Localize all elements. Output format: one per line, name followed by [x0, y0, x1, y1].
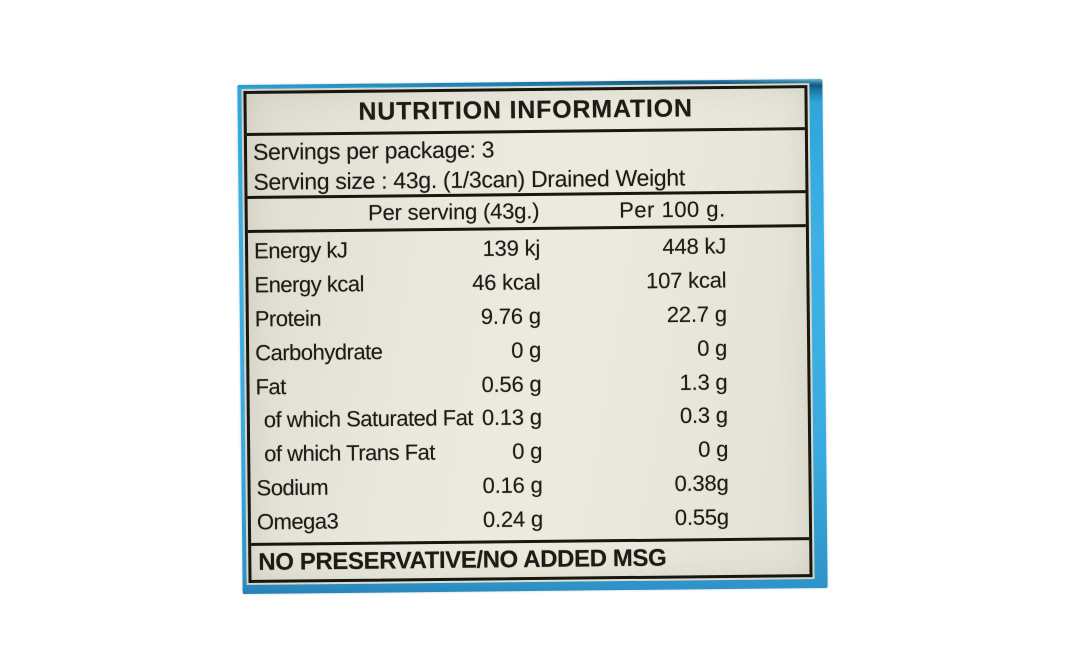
per-serving-value: 9.76 g [480, 303, 541, 329]
nutrient-name: Omega3 [256, 508, 339, 535]
servings-per-package-text: Servings per package: 3 [252, 135, 495, 165]
nutrient-name: Energy kcal [254, 271, 365, 298]
per-100g-value: 107 kcal [645, 267, 727, 294]
label-title: NUTRITION INFORMATION [358, 94, 693, 126]
per-serving-value: 139 kj [482, 235, 541, 261]
column-header-row: Per serving (43g.) Per 100 g. [247, 193, 806, 233]
can-surface: NUTRITION INFORMATION Servings per packa… [237, 78, 828, 595]
per-serving-value: 0.24 g [482, 506, 544, 533]
nutrition-row: Omega3 0.24 g 0.55g [251, 500, 809, 540]
serving-size-text: Serving size : 43g. (1/3can) Drained Wei… [253, 163, 686, 195]
nutrient-name: Fat [255, 373, 286, 399]
per-100g-value: 0 g [697, 335, 728, 361]
per-100g-value: 0.55g [674, 504, 730, 531]
nutrient-name: Energy kJ [253, 237, 348, 264]
per-100g-value: 0.3 g [679, 402, 728, 429]
label-title-row: NUTRITION INFORMATION [246, 88, 805, 136]
per-serving-value: 46 kcal [471, 269, 541, 295]
nutrition-label: NUTRITION INFORMATION Servings per packa… [241, 83, 815, 586]
per-100g-value: 1.3 g [679, 368, 728, 395]
nutrient-name: Sodium [256, 474, 329, 501]
per-100g-value: 0 g [698, 436, 729, 463]
nutrition-table: Energy kJ 139 kj 448 kJ Energy kcal 46 k… [248, 227, 809, 543]
per-100g-value: 448 kJ [662, 233, 727, 260]
per-serving-value: 0.13 g [481, 404, 542, 431]
footer-claim-row: NO PRESERVATIVE/NO ADDED MSG [251, 537, 810, 580]
per-serving-value: 0.16 g [482, 472, 543, 499]
per-serving-value: 0 g [511, 337, 542, 363]
serving-info-section: Servings per package: 3 Serving size : 4… [246, 130, 806, 199]
footer-claim: NO PRESERVATIVE/NO ADDED MSG [258, 544, 667, 576]
column-header-per-100g: Per 100 g. [619, 195, 726, 223]
nutrient-name: Carbohydrate [255, 338, 383, 365]
per-serving-value: 0 g [512, 438, 543, 464]
column-header-per-serving: Per serving (43g.) [367, 197, 540, 225]
nutrient-name: Protein [254, 305, 322, 332]
per-100g-value: 22.7 g [666, 301, 727, 327]
per-serving-value: 0.56 g [481, 370, 542, 397]
label-rule-box: NUTRITION INFORMATION Servings per packa… [243, 85, 813, 583]
per-100g-value: 0.38g [674, 470, 729, 497]
